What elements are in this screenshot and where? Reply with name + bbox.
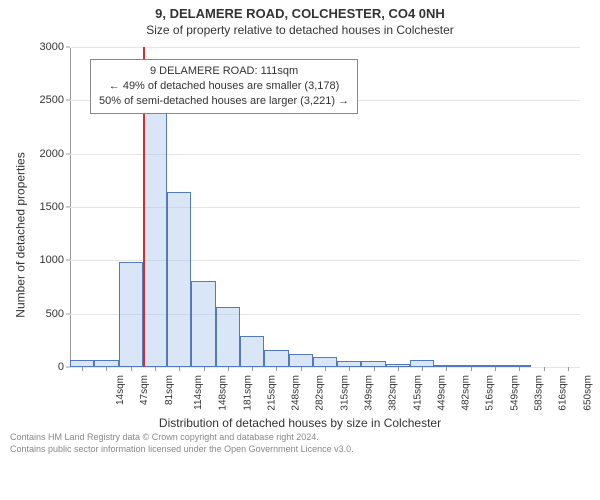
x-tick-mark [325, 367, 326, 371]
x-tick-label: 248sqm [291, 375, 302, 411]
x-tick-mark [374, 367, 375, 371]
x-tick-label: 181sqm [242, 375, 253, 411]
chart: Number of detached properties 0 500 1000 15… [0, 37, 600, 432]
y-ticks: 050010001500200025003000 [30, 47, 70, 367]
x-tick-mark [155, 367, 156, 371]
x-tick-label: 415sqm [412, 375, 423, 411]
x-tick-label: 14sqm [115, 375, 126, 405]
histogram-bar [70, 360, 94, 367]
x-tick-mark [568, 367, 569, 371]
x-tick-mark [276, 367, 277, 371]
y-axis-label: Number of detached properties [14, 152, 28, 317]
x-tick-label: 349sqm [364, 375, 375, 411]
footer-line-2: Contains public sector information licen… [10, 444, 590, 456]
x-tick-label: 114sqm [193, 375, 204, 410]
x-tick-mark [179, 367, 180, 371]
histogram-bar [119, 262, 143, 367]
x-tick-mark [544, 367, 545, 371]
y-tick-label: 0 [30, 361, 64, 373]
x-tick-mark [471, 367, 472, 371]
x-tick-mark [495, 367, 496, 371]
x-tick-mark [398, 367, 399, 371]
x-tick-mark [349, 367, 350, 371]
x-tick-label: 583sqm [534, 375, 545, 411]
y-tick-label: 3000 [30, 41, 64, 53]
x-tick-label: 549sqm [509, 375, 520, 411]
footer: Contains HM Land Registry data © Crown c… [0, 432, 600, 461]
histogram-bar [410, 360, 434, 367]
page-title: 9, DELAMERE ROAD, COLCHESTER, CO4 0NH [0, 6, 600, 21]
x-tick-label: 449sqm [436, 375, 447, 411]
x-tick-label: 148sqm [218, 375, 229, 411]
x-tick-mark [422, 367, 423, 371]
x-tick-mark [519, 367, 520, 371]
histogram-bar [313, 357, 337, 367]
x-tick-mark [131, 367, 132, 371]
x-tick-mark [301, 367, 302, 371]
x-tick-mark [446, 367, 447, 371]
histogram-bar [143, 107, 167, 367]
annotation-line: 50% of semi-detached houses are larger (… [99, 94, 349, 109]
x-tick-label: 47sqm [139, 375, 150, 405]
x-tick-label: 482sqm [461, 375, 472, 411]
y-tick-label: 2000 [30, 148, 64, 160]
x-tick-label: 382sqm [388, 375, 399, 411]
x-tick-label: 516sqm [485, 375, 496, 411]
y-tick-label: 500 [30, 308, 64, 320]
histogram-bar [94, 360, 118, 367]
annotation-box: 9 DELAMERE ROAD: 111sqm← 49% of detached… [90, 59, 358, 114]
x-tick-mark [228, 367, 229, 371]
annotation-line: ← 49% of detached houses are smaller (3,… [99, 79, 349, 94]
x-tick-mark [252, 367, 253, 371]
x-tick-label: 282sqm [315, 375, 326, 411]
x-tick-label: 315sqm [339, 375, 350, 411]
x-tick-label: 616sqm [558, 375, 569, 411]
histogram-bar [240, 336, 264, 367]
x-ticks: 14sqm 47sqm 81sqm 114sqm 148sqm 181sqm 215sqm 2… [70, 367, 580, 417]
y-tick-label: 1000 [30, 254, 64, 266]
page-subtitle: Size of property relative to detached ho… [0, 23, 600, 37]
x-tick-mark [204, 367, 205, 371]
x-tick-mark [82, 367, 83, 371]
x-tick-label: 215sqm [266, 375, 277, 411]
histogram-bar [264, 350, 288, 367]
y-tick-label: 1500 [30, 201, 64, 213]
x-axis-label: Distribution of detached houses by size … [0, 416, 600, 430]
histogram-bar [167, 192, 191, 367]
x-tick-label: 81sqm [164, 375, 175, 405]
y-tick-label: 2500 [30, 94, 64, 106]
x-tick-mark [106, 367, 107, 371]
annotation-line: 9 DELAMERE ROAD: 111sqm [99, 64, 349, 79]
histogram-bar [216, 307, 240, 367]
histogram-bar [289, 354, 313, 367]
x-tick-label: 650sqm [582, 375, 593, 411]
plot-area: 9 DELAMERE ROAD: 111sqm← 49% of detached… [70, 47, 580, 367]
histogram-bar [191, 281, 215, 367]
footer-line-1: Contains HM Land Registry data © Crown c… [10, 432, 590, 444]
